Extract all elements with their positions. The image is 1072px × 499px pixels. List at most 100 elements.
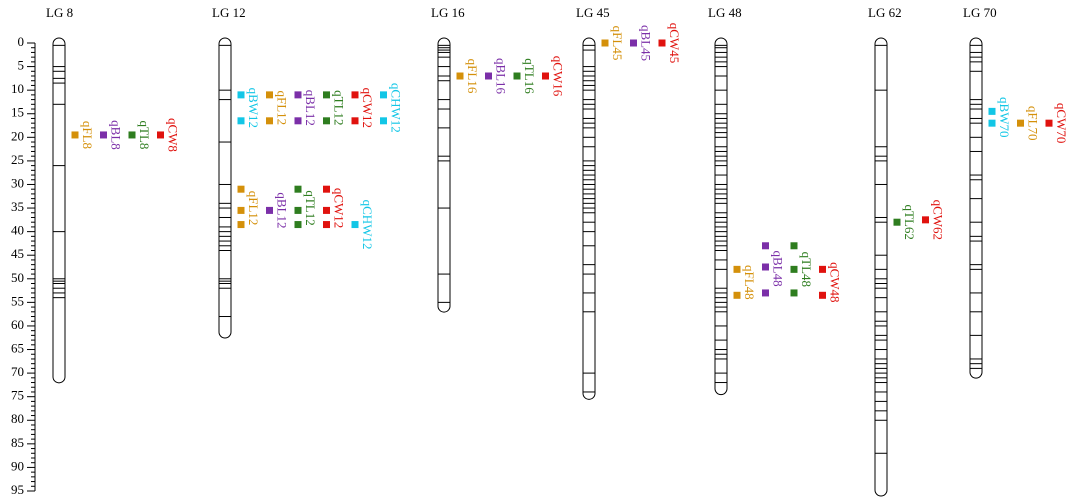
qtl-label: qCW16 [551, 56, 566, 97]
chromosome [969, 37, 983, 379]
qtl-marker [294, 91, 302, 99]
qtl-marker [485, 72, 492, 80]
y-tick-label: 15 [11, 105, 24, 120]
qtl-label: qFL70 [1026, 106, 1041, 141]
qtl-marker [762, 289, 769, 297]
qtl-marker [294, 117, 302, 125]
chromosome [437, 37, 451, 313]
qtl-marker [819, 265, 826, 273]
group-label: LG 8 [46, 5, 73, 20]
qtl-marker [542, 72, 549, 80]
qtl-marker [351, 91, 359, 99]
qtl-label: qBW12 [246, 88, 261, 128]
qtl-label: qCW45 [667, 23, 682, 63]
qtl-marker [323, 117, 330, 125]
y-tick-label: 60 [11, 317, 24, 332]
qtl-label: qFL48 [742, 265, 757, 300]
qtl-marker [323, 185, 330, 193]
qtl-marker [630, 39, 637, 47]
qtl-marker [71, 131, 79, 139]
y-tick-label: 5 [18, 58, 25, 73]
qtl-label: qTL12 [303, 190, 318, 225]
qtl-marker [456, 72, 464, 80]
qtl-marker [294, 206, 302, 214]
y-tick-label: 55 [11, 293, 24, 308]
qtl-label: qFL12 [246, 191, 261, 226]
qtl-marker [323, 206, 330, 214]
qtl-marker [733, 265, 741, 273]
qtl-label: qCW48 [828, 262, 843, 302]
qtl-marker [351, 221, 359, 229]
qtl-marker [128, 131, 136, 139]
chromosome [218, 37, 232, 339]
qtl-label: qCHW12 [389, 83, 404, 133]
y-tick-label: 10 [11, 81, 24, 96]
qtl-label: qBL8 [109, 120, 124, 150]
group-label: LG 48 [708, 5, 742, 20]
qtl-label: qCW12 [332, 188, 347, 228]
qtl-label: qBL45 [639, 25, 654, 61]
qtl-label: qFL12 [275, 91, 290, 126]
y-tick-label: 70 [11, 364, 24, 379]
group-label: LG 45 [576, 5, 610, 20]
qtl-marker [790, 242, 798, 250]
qtl-label: qCW8 [166, 118, 181, 152]
qtl-marker [157, 131, 164, 139]
group-label: LG 70 [963, 5, 997, 20]
qtl-marker [762, 263, 769, 271]
qtl-label: qBL12 [275, 192, 290, 228]
qtl-label: qTL16 [522, 58, 537, 94]
y-tick-label: 65 [11, 341, 24, 356]
qtl-label: qBL16 [494, 58, 509, 95]
qtl-marker [237, 206, 245, 214]
y-tick-label: 45 [11, 246, 24, 261]
y-tick-label: 95 [11, 482, 24, 497]
qtl-marker [790, 289, 798, 297]
qtl-label: qFL45 [610, 26, 625, 61]
y-tick-label: 30 [11, 175, 24, 190]
qtl-label: qTL8 [137, 121, 152, 150]
qtl-marker [988, 107, 996, 115]
qtl-marker [294, 221, 302, 229]
qtl-marker [790, 265, 798, 273]
qtl-marker [762, 242, 769, 250]
qtl-marker [380, 117, 387, 125]
chromosome [52, 37, 66, 384]
qtl-marker [601, 39, 609, 47]
qtl-marker [266, 206, 273, 214]
qtl-marker [1045, 119, 1053, 127]
qtl-marker [380, 91, 387, 99]
qtl-marker [323, 91, 330, 99]
y-tick-label: 85 [11, 435, 24, 450]
qtl-marker [323, 221, 330, 229]
qtl-marker [351, 117, 359, 125]
group-label: LG 12 [212, 5, 246, 20]
qtl-marker [893, 218, 901, 226]
qtl-label: qTL48 [799, 252, 814, 287]
chromosome [582, 37, 596, 400]
qtl-marker [1017, 119, 1024, 127]
qtl-marker [237, 185, 245, 193]
qtl-label: qFL8 [80, 121, 95, 149]
qtl-marker [237, 117, 245, 125]
group-label: LG 62 [868, 5, 902, 20]
qtl-label: qTL62 [902, 205, 917, 240]
group-label: LG 16 [431, 5, 465, 20]
qtl-label: qBW70 [997, 97, 1012, 137]
chromosome [714, 37, 728, 396]
qtl-label: qFL16 [465, 59, 480, 94]
qtl-marker [988, 119, 996, 127]
y-tick-label: 75 [11, 388, 24, 403]
y-tick-label: 50 [11, 270, 24, 285]
y-tick-label: 0 [18, 34, 25, 49]
y-tick-label: 20 [11, 128, 24, 143]
qtl-marker [266, 91, 273, 99]
qtl-marker [266, 117, 273, 125]
qtl-label: qCW70 [1054, 103, 1069, 143]
qtl-marker [237, 91, 245, 99]
qtl-marker [658, 39, 666, 47]
y-tick-label: 80 [11, 411, 24, 426]
qtl-label: qCW12 [360, 88, 375, 128]
qtl-marker [237, 221, 245, 229]
